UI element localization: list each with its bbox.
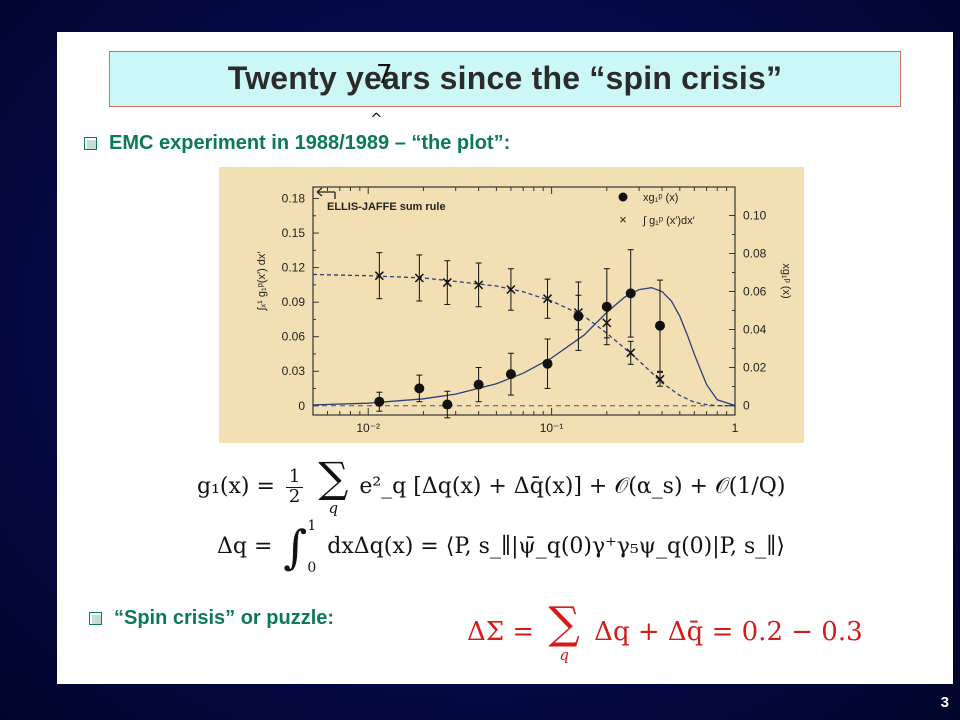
right-axis-tick-label: 0.08	[743, 247, 767, 261]
data-point-xg1	[442, 399, 453, 410]
emc-chart-svg: 0 0.03 0.06 0.09 0.12 0.15 0.18 0 0.02 0.04 0.06 0.…	[256, 186, 792, 435]
right-axis-label: xg₁ᵖ (x)	[780, 263, 792, 298]
dq-int-upper: 1	[307, 518, 317, 534]
emc-plot-figure: 0 0.03 0.06 0.09 0.12 0.15 0.18 0 0.02 0.04 0.06 0.…	[219, 167, 804, 443]
plot-frame	[312, 186, 736, 416]
g1-formula: g₁(x) = 1 2 ∑ q e²_q [Δq(x) + Δq̄(x)] + …	[197, 453, 786, 518]
data-point-integral	[442, 278, 452, 288]
data-point-xg1	[625, 288, 636, 299]
left-axis-tick-label: 0.09	[282, 295, 306, 309]
data-point-integral	[474, 280, 484, 290]
page-number: 3	[940, 694, 949, 711]
g1-frac-numerator: 1	[288, 465, 301, 487]
x-axis-tick-label: 10⁻²	[356, 421, 380, 435]
sigma-sum-icon: ∑	[548, 598, 580, 649]
data-point-xg1	[473, 379, 484, 390]
dq-lhs: Δq =	[217, 534, 280, 559]
data-point-xg1	[505, 369, 516, 380]
data-point-xg1	[601, 301, 612, 312]
right-axis-tick-label: 0.02	[743, 361, 767, 375]
checkbox-bullet-icon	[84, 137, 97, 150]
stray-mark-seven: 7	[376, 60, 393, 90]
data-point-xg1	[414, 383, 425, 394]
slide-title: Twenty years since the “spin crisis”	[227, 60, 783, 96]
left-axis-label: ∫ₓ¹ g₁ᵖ(x′) dx′	[256, 252, 268, 312]
data-point-integral	[626, 348, 636, 358]
legend-label-xg1: xg₁ᵖ (x)	[643, 192, 678, 204]
sigma-sum-icon: ∑	[318, 453, 349, 502]
left-axis-tick-label: 0.15	[282, 226, 306, 240]
left-axis-tick-label: 0	[298, 399, 305, 413]
spin-lhs: ΔΣ =	[467, 617, 543, 647]
data-point-integral	[506, 284, 516, 295]
xg1-fit-curve	[312, 287, 736, 407]
left-axis-tick-label: 0.03	[282, 364, 306, 378]
stray-mark-caret: ^	[370, 110, 383, 128]
integral-sign-icon: ∫	[283, 520, 308, 574]
data-point-xg1	[542, 358, 553, 369]
spin-summation: ∑ q	[548, 598, 580, 665]
data-point-integral	[542, 294, 553, 304]
right-axis-tick-label: 0.06	[743, 285, 767, 299]
g1-lhs: g₁(x) =	[197, 474, 282, 499]
right-axis-tick-label: 0.04	[743, 323, 767, 337]
left-axis-tick-label: 0.06	[282, 330, 306, 344]
legend-label-integral: ∫ g₁ᵖ (x′)dx′	[642, 215, 695, 227]
spin-sum-index: q	[559, 646, 569, 664]
data-point-integral	[414, 273, 424, 283]
bullet-emc: EMC experiment in 1988/1989 – “the plot”…	[84, 132, 510, 155]
spin-rhs: Δq + Δq̄ = 0.2 − 0.3	[594, 617, 863, 647]
left-axis-tick-label: 0.18	[282, 192, 306, 206]
data-point-xg1	[655, 320, 666, 331]
spin-sum-formula: ΔΣ = ∑ q Δq + Δq̄ = 0.2 − 0.3	[467, 598, 863, 665]
g1-half-fraction: 1 2	[285, 465, 304, 507]
right-axis-tick-label: 0	[743, 399, 750, 413]
bullet-spin-crisis-text: “Spin crisis” or puzzle:	[114, 607, 335, 629]
data-point-integral	[655, 374, 665, 384]
slide-canvas: Twenty years since the “spin crisis” 7 ^…	[57, 32, 953, 684]
g1-rhs: e²_q [Δq(x) + Δq̄(x)] + 𝒪(α_s) + 𝒪(1/Q)	[359, 474, 786, 499]
delta-q-formula: Δq = ∫ 1 0 dxΔq(x) = ⟨P, s_∥|ψ̄_q(0)γ⁺γ₅…	[217, 518, 785, 576]
annotation-arrow-icon	[316, 187, 336, 199]
data-point-xg1	[374, 396, 385, 407]
g1-frac-denominator: 2	[285, 486, 304, 507]
integral-fit-curve	[312, 273, 736, 407]
x-axis-tick-label: 1	[732, 421, 739, 435]
bullet-spin-crisis: “Spin crisis” or puzzle:	[89, 607, 334, 630]
bullet-emc-text: EMC experiment in 1988/1989 – “the plot”…	[109, 132, 511, 154]
data-point-integral	[602, 318, 612, 328]
dq-int-lower: 0	[307, 560, 317, 576]
annotation-ellis-jaffe: ELLIS-JAFFE sum rule	[327, 201, 446, 213]
data-point-integral	[573, 307, 583, 318]
checkbox-bullet-icon	[89, 612, 102, 625]
x-axis-tick-label: 10⁻¹	[540, 421, 564, 435]
legend-marker-dot	[618, 192, 628, 202]
left-axis-tick-label: 0.12	[282, 261, 306, 275]
dq-rhs: dxΔq(x) = ⟨P, s_∥|ψ̄_q(0)γ⁺γ₅ψ_q(0)|P, s…	[327, 534, 786, 559]
dq-integral-limits: 1 0	[307, 518, 316, 576]
title-banner: Twenty years since the “spin crisis” 7 ^	[109, 51, 901, 128]
data-point-integral	[374, 271, 384, 281]
g1-sum-index: q	[328, 499, 339, 517]
legend-marker-cross: ×	[619, 212, 627, 227]
right-axis-tick-label: 0.10	[743, 209, 767, 223]
dq-integral: ∫ 1 0	[283, 518, 316, 576]
g1-summation: ∑ q	[318, 453, 349, 518]
